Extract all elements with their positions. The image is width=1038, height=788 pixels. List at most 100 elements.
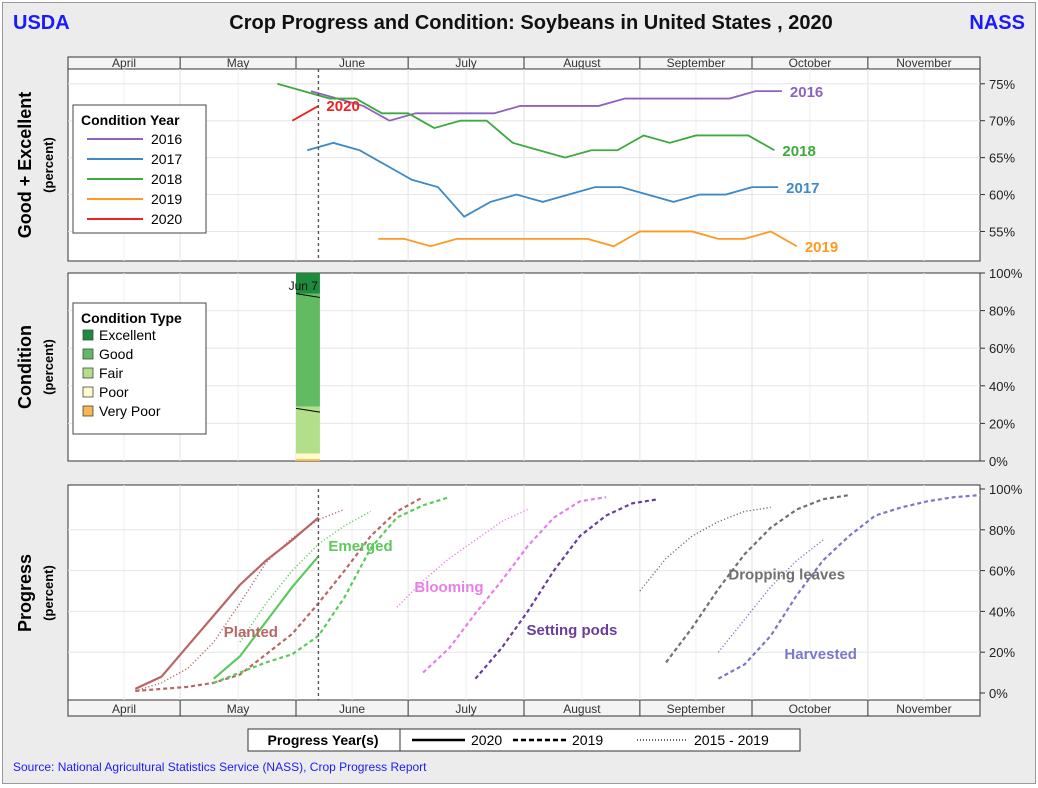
legend-swatch-good: [82, 348, 94, 360]
bot-ysub: (percent): [41, 565, 56, 621]
month-axis-top: April May June July August September October No…: [67, 56, 981, 71]
stage-label-emerged: Emerged: [328, 538, 392, 555]
condition-segment-poor: [296, 453, 320, 460]
mid-ytick: 80%: [989, 304, 1015, 319]
top-ylabel: Good + Excellent: [15, 92, 35, 239]
bot-ytick: 0%: [989, 686, 1008, 701]
legend-swatch-very-poor: [82, 405, 94, 417]
mid-ytick: 60%: [989, 341, 1015, 356]
month-top-october: October: [789, 56, 832, 70]
good-excellent-line-2018: [277, 82, 775, 159]
condition-segment-excellent: [296, 273, 320, 294]
month-bottom-june: June: [339, 702, 365, 716]
condition-date-label: Jun 7: [289, 279, 319, 293]
legend-label-2018: 2018: [151, 171, 182, 187]
progress-legend-item-2019: 2019: [572, 732, 603, 748]
progress-legend-item-2020: 2020: [471, 732, 502, 748]
bot-ytick: 80%: [989, 523, 1015, 538]
legend-label-very-poor: Very Poor: [99, 403, 161, 419]
y-axis-ticks: 75% 70% 65% 60% 55% 100% 80% 60% 40% 20% 0% 100% 80%…: [980, 77, 1023, 701]
month-top-july: July: [455, 56, 476, 70]
legend-swatch-excellent: [82, 329, 94, 341]
stage-label-setting-pods: Setting pods: [527, 622, 618, 639]
stage-label-planted: Planted: [224, 624, 278, 641]
stage-label-dropping-leaves: Dropping leaves: [728, 567, 845, 584]
progress-legend: Progress Year(s) 2020 2019 2015 - 2019: [247, 728, 801, 752]
progress-line-2: [135, 496, 424, 693]
top-ytick: 75%: [989, 77, 1015, 92]
progress-line-10: [396, 508, 529, 608]
legend-label-2020: 2020: [151, 211, 182, 227]
month-top-november: November: [896, 56, 951, 70]
series-end-label-2020: 2020: [326, 98, 359, 115]
month-bottom-october: October: [789, 702, 832, 716]
month-bottom-august: August: [563, 702, 601, 716]
month-bottom-november: November: [896, 702, 951, 716]
mid-ytick: 0%: [989, 454, 1008, 469]
top-ytick: 70%: [989, 114, 1015, 129]
progress-line-5: [474, 498, 659, 680]
month-top-may: May: [227, 56, 250, 70]
legend-label-poor: Poor: [99, 384, 129, 400]
series-end-label-2016: 2016: [790, 84, 823, 101]
bot-ytick: 100%: [989, 482, 1023, 497]
condition-year-legend-box: [72, 104, 207, 234]
stage-label-blooming: Blooming: [414, 579, 483, 596]
bot-ytick: 20%: [989, 645, 1015, 660]
good-excellent-line-2020: [291, 105, 319, 122]
legend-label-2017: 2017: [151, 151, 182, 167]
month-top-april: April: [112, 56, 136, 70]
condition-segment-very-poor: [296, 459, 320, 461]
bot-ytick: 60%: [989, 564, 1015, 579]
mid-ytick: 20%: [989, 416, 1015, 431]
month-top-august: August: [563, 56, 601, 70]
legend-label-excellent: Excellent: [99, 327, 156, 343]
bot-ytick: 40%: [989, 604, 1015, 619]
good-excellent-line-2019: [378, 230, 798, 248]
mid-ytick: 100%: [989, 266, 1023, 281]
legend-label-good: Good: [99, 346, 133, 362]
legend-label-2019: 2019: [151, 191, 182, 207]
condition-segment-fair: [296, 406, 320, 454]
progress-line-3: [213, 496, 450, 684]
condition-year-legend: Condition Year 2016 2017 2018 2019 2020: [72, 104, 207, 234]
month-bottom-april: April: [112, 702, 136, 716]
condition-type-legend-box: [72, 302, 207, 435]
month-bottom-july: July: [455, 702, 476, 716]
progress-line-11: [639, 506, 771, 592]
condition-bars: Jun 7: [289, 273, 321, 461]
series-end-label-2019: 2019: [805, 239, 838, 256]
crop-progress-chart: USDA Crop Progress and Condition: Soybea…: [13, 12, 1025, 774]
legend-swatch-fair: [82, 367, 94, 379]
progress-line-0: [134, 516, 320, 690]
month-bottom-september: September: [667, 702, 726, 716]
progress-lines: Planted Emerged Blooming Setting pods Droppi…: [134, 494, 981, 693]
progress-line-4: [422, 496, 607, 674]
nass-label: NASS: [969, 12, 1025, 34]
month-top-september: September: [667, 56, 726, 70]
series-end-label-2017: 2017: [786, 180, 819, 197]
usda-label: USDA: [13, 12, 70, 34]
mid-ylabel: Condition: [15, 325, 35, 409]
condition-type-legend: Condition Type Excellent Good Fair Poor Very…: [72, 302, 207, 435]
month-bottom-may: May: [227, 702, 250, 716]
legend-swatch-poor: [82, 386, 94, 398]
month-top-june: June: [339, 56, 365, 70]
good-excellent-lines: 2016 2017 2018 2019 2020: [277, 82, 838, 256]
progress-line-7: [717, 494, 981, 680]
condition-type-legend-title: Condition Type: [81, 310, 182, 326]
top-ysub: (percent): [41, 137, 56, 193]
stage-label-harvested: Harvested: [784, 646, 857, 663]
progress-legend-title: Progress Year(s): [267, 732, 378, 748]
month-axis-bottom: April May June July August September October No…: [67, 699, 981, 717]
top-ytick: 65%: [989, 151, 1015, 166]
mid-ysub: (percent): [41, 339, 56, 395]
source-note: Source: National Agricultural Statistics…: [13, 760, 427, 774]
condition-segment-good: [296, 293, 320, 407]
legend-label-2016: 2016: [151, 131, 182, 147]
chart-title: Crop Progress and Condition: Soybeans in…: [229, 12, 832, 34]
progress-line-12: [717, 539, 824, 653]
bot-grid: [68, 485, 980, 700]
series-end-label-2018: 2018: [782, 143, 815, 160]
